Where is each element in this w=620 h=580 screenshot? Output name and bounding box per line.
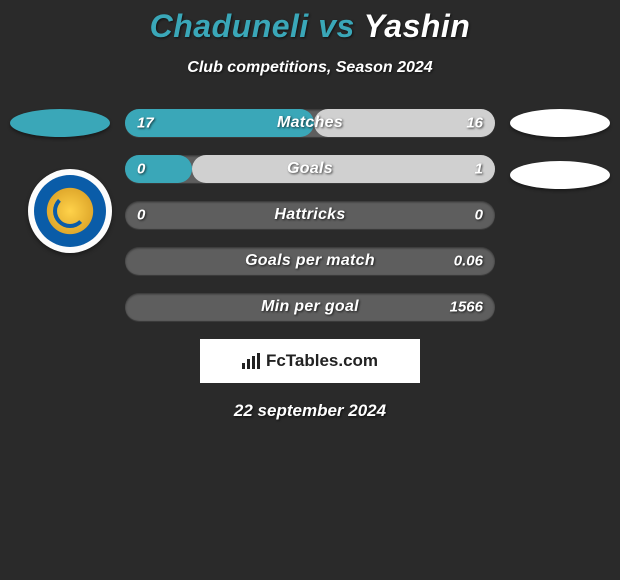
stat-value-p2: 16 — [466, 115, 483, 132]
player1-name: Chaduneli — [150, 8, 309, 44]
stat-value-p2: 0.06 — [454, 253, 483, 270]
stat-value-p2: 1 — [475, 161, 483, 178]
comparison-stage: 17 16 Matches 0 1 Goals 0 0 Hattricks 0.06 Goals p… — [0, 109, 620, 321]
stat-row: 0 1 Goals — [125, 155, 495, 183]
stat-label: Hattricks — [274, 206, 345, 224]
stat-label: Matches — [277, 114, 343, 132]
brand-footer[interactable]: FcTables.com — [200, 339, 420, 383]
stat-value-p1: 0 — [137, 161, 145, 178]
stat-bars: 17 16 Matches 0 1 Goals 0 0 Hattricks 0.06 Goals p… — [125, 109, 495, 321]
vs-label: vs — [318, 8, 355, 44]
brand-text: FcTables.com — [266, 351, 378, 371]
stat-value-p1: 17 — [137, 115, 154, 132]
stat-row: 0 0 Hattricks — [125, 201, 495, 229]
chart-icon — [242, 353, 262, 369]
stat-row: 17 16 Matches — [125, 109, 495, 137]
date-label: 22 september 2024 — [0, 401, 620, 421]
stat-value-p1: 0 — [137, 207, 145, 224]
stat-label: Goals — [287, 160, 333, 178]
stat-value-p2: 1566 — [450, 299, 483, 316]
stat-row: 0.06 Goals per match — [125, 247, 495, 275]
player2-marker-2 — [510, 161, 610, 189]
badge-graphic — [34, 175, 106, 247]
subtitle: Club competitions, Season 2024 — [0, 59, 620, 77]
stat-fill-p2 — [192, 155, 495, 183]
player1-club-badge — [28, 169, 112, 253]
stat-label: Goals per match — [245, 252, 375, 270]
comparison-title: Chaduneli vs Yashin — [0, 0, 620, 45]
stat-label: Min per goal — [261, 298, 359, 316]
stat-value-p2: 0 — [475, 207, 483, 224]
player1-marker — [10, 109, 110, 137]
stat-row: 1566 Min per goal — [125, 293, 495, 321]
player2-marker-1 — [510, 109, 610, 137]
stat-fill-p1 — [125, 155, 192, 183]
player2-name: Yashin — [364, 8, 471, 44]
